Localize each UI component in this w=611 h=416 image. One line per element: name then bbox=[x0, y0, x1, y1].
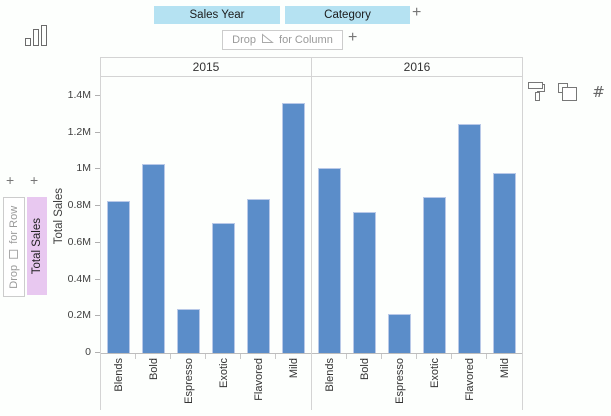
drop-label: for Column bbox=[279, 34, 333, 46]
y-tick-mark bbox=[95, 352, 100, 353]
drop-label: Drop bbox=[232, 34, 257, 46]
bar-espresso-2016[interactable] bbox=[388, 314, 411, 353]
category-label: Espresso bbox=[182, 358, 195, 404]
category-label: Mild bbox=[287, 358, 300, 379]
column-chart-icon[interactable] bbox=[23, 24, 51, 48]
bar-slot bbox=[312, 77, 347, 353]
category-label: Espresso bbox=[393, 358, 406, 404]
drop-square-icon bbox=[8, 249, 20, 260]
column-field-label: Category bbox=[324, 9, 371, 21]
bar-slot bbox=[241, 77, 276, 353]
bar-slot bbox=[171, 77, 206, 353]
row-field-label: Total Sales bbox=[31, 217, 43, 275]
paint-roller-icon[interactable] bbox=[526, 81, 547, 103]
category-label: Mild bbox=[498, 358, 511, 379]
drop-for-row-zone[interactable]: Drop for Row bbox=[3, 197, 25, 297]
category-label: Bold bbox=[147, 358, 160, 381]
drop-label: Drop bbox=[8, 264, 20, 289]
y-tick-label: 1M bbox=[76, 162, 91, 175]
y-tick-mark bbox=[95, 205, 100, 207]
y-tick-label: 1.4M bbox=[67, 89, 91, 101]
category-axis: Blends Bold Espresso Exotic Flavored Mild bbox=[312, 354, 522, 410]
y-tick-mark bbox=[95, 168, 100, 170]
column-field-label: Sales Year bbox=[189, 9, 245, 21]
category-label-slot: Bold bbox=[346, 354, 382, 410]
bar-exotic-2015[interactable] bbox=[212, 223, 235, 353]
category-label-slot: Bold bbox=[135, 354, 171, 410]
y-tick-mark bbox=[95, 95, 100, 96]
bar-bold-2015[interactable] bbox=[142, 164, 165, 353]
panel-plot-area bbox=[312, 77, 522, 354]
category-label: Flavored bbox=[252, 358, 265, 401]
category-label-slot: Blends bbox=[101, 354, 136, 410]
bar-flavored-2016[interactable] bbox=[458, 124, 481, 353]
bar-slot bbox=[206, 77, 241, 353]
y-tick-label: 0.2M bbox=[67, 309, 91, 322]
y-tick-label: 0.4M bbox=[67, 272, 91, 285]
bar-slot bbox=[101, 77, 136, 353]
bar-slot bbox=[487, 77, 522, 353]
bar-slot bbox=[382, 77, 417, 353]
y-tick-mark bbox=[95, 278, 100, 280]
bar-mild-2015[interactable] bbox=[282, 103, 305, 353]
category-label-slot: Espresso bbox=[170, 354, 206, 410]
bar-slot bbox=[136, 77, 171, 353]
y-tick-label: 0.6M bbox=[67, 235, 91, 248]
category-label: Bold bbox=[358, 358, 371, 381]
category-label-slot: Flavored bbox=[240, 354, 276, 410]
bar-slot bbox=[452, 77, 487, 353]
column-field-pill-sales-year[interactable]: Sales Year bbox=[154, 6, 280, 24]
copy-icon[interactable] bbox=[557, 81, 578, 103]
bar-mild-2016[interactable] bbox=[493, 173, 516, 353]
drop-label: for Row bbox=[8, 205, 20, 244]
category-label-slot: Exotic bbox=[416, 354, 452, 410]
bar-exotic-2016[interactable] bbox=[423, 197, 446, 353]
category-label: Exotic bbox=[217, 358, 230, 388]
add-column-field-button[interactable]: + bbox=[412, 4, 422, 21]
bar-blends-2016[interactable] bbox=[318, 168, 341, 353]
chart-toolbar: # bbox=[526, 81, 609, 103]
y-tick-mark bbox=[95, 131, 100, 133]
bar-blends-2015[interactable] bbox=[107, 201, 130, 353]
category-label-slot: Blends bbox=[312, 354, 347, 410]
category-label-slot: Mild bbox=[486, 354, 522, 410]
add-row-field-button[interactable]: + bbox=[6, 172, 15, 188]
bar-slot bbox=[417, 77, 452, 353]
bar-espresso-2015[interactable] bbox=[177, 309, 200, 353]
y-axis: 0 0.2M 0.4M 0.6M 0.8M 1M 1.2M 1.4M bbox=[55, 57, 100, 358]
column-field-pill-category[interactable]: Category bbox=[285, 6, 410, 24]
drop-for-column-zone[interactable]: Drop for Column bbox=[222, 30, 343, 50]
number-sign-icon[interactable]: # bbox=[592, 83, 605, 101]
category-label: Blends bbox=[112, 358, 125, 392]
panel-2016: 2016 Blends Bold Espresso Exotic Flavored Mild bbox=[311, 58, 522, 410]
y-tick-mark bbox=[95, 241, 100, 243]
panel-header: 2016 bbox=[312, 58, 522, 77]
category-axis: Blends Bold Espresso Exotic Flavored Mild bbox=[101, 354, 311, 410]
bar-bold-2016[interactable] bbox=[353, 212, 376, 353]
category-label-slot: Espresso bbox=[381, 354, 417, 410]
y-tick-label: 1.2M bbox=[67, 125, 91, 138]
panel-plot-area bbox=[101, 77, 311, 354]
row-field-pill-total-sales[interactable]: Total Sales bbox=[27, 197, 47, 295]
bar-slot bbox=[347, 77, 382, 353]
category-label: Blends bbox=[323, 358, 336, 392]
y-tick-label: 0.8M bbox=[67, 199, 91, 212]
add-column-drop-button[interactable]: + bbox=[348, 29, 358, 46]
panel-header: 2015 bbox=[101, 58, 311, 77]
y-tick-label: 0 bbox=[85, 346, 91, 358]
y-tick-mark bbox=[95, 315, 100, 317]
category-label: Exotic bbox=[428, 358, 441, 388]
bar-slot bbox=[276, 77, 311, 353]
category-label-slot: Mild bbox=[275, 354, 311, 410]
bar-flavored-2015[interactable] bbox=[247, 199, 270, 353]
category-label: Flavored bbox=[463, 358, 476, 401]
add-row-field-button[interactable]: + bbox=[30, 172, 39, 188]
category-label-slot: Flavored bbox=[451, 354, 487, 410]
chart-panels: 2015 Blends Bold Espresso Exotic Flavored Mild… bbox=[100, 57, 523, 410]
panel-2015: 2015 Blends Bold Espresso Exotic Flavored Mild bbox=[101, 58, 311, 410]
bar-chart: 0 0.2M 0.4M 0.6M 0.8M 1M 1.2M 1.4M 2015 Blends Bo… bbox=[55, 57, 523, 410]
category-label-slot: Exotic bbox=[205, 354, 241, 410]
drop-triangle-icon bbox=[261, 33, 274, 47]
